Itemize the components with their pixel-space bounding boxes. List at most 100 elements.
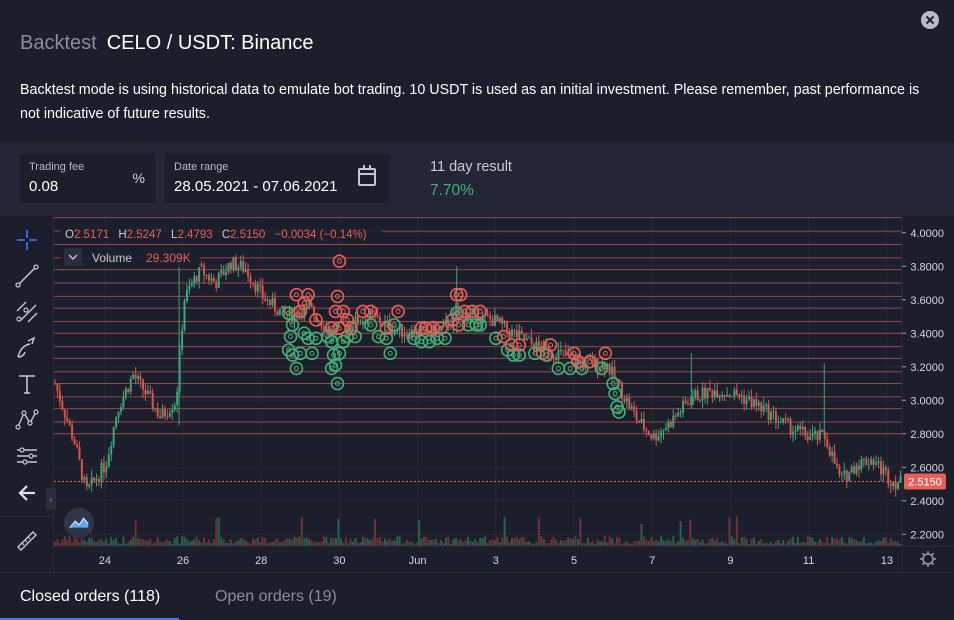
candle-body [735,389,738,395]
candle-body [674,415,677,417]
candle-body [129,378,132,392]
volume-bar [662,540,665,546]
back-arrow-icon[interactable] [12,478,42,508]
candle-body [569,352,572,357]
sell-order-dot [587,359,593,365]
date-range-field[interactable]: Date range 28.05.2021 - 07.06.2021 [165,154,390,203]
candle-body [237,267,240,271]
candle-body [212,278,215,282]
close-icon[interactable] [921,11,939,29]
last-price-tag [904,473,946,490]
volume-bar [288,538,291,546]
buy-order-marker [309,331,323,346]
volume-bar [584,543,587,546]
candle-body [650,435,653,439]
candle-body [200,264,203,266]
volume-bar [305,537,308,546]
volume-bar [831,536,834,546]
candle-body [63,409,66,418]
volume-bar [752,537,755,546]
price-chart[interactable]: 4.0000 3.8000 3.6000 3.4000 3.2000 3.0000 2.80… [54,216,954,572]
candle-body [141,379,144,390]
volume-collapse-button[interactable] [64,248,82,266]
candle-body [308,303,311,305]
pattern-icon[interactable] [12,405,42,435]
candle-body [809,436,812,441]
volume-bar [823,542,826,546]
candle-body [518,330,521,338]
volume-bar [88,537,91,546]
date-range-value[interactable]: 28.05.2021 - 07.06.2021 [174,178,338,195]
volume-bar [586,537,589,546]
candle-body [122,396,125,408]
volume-bar [298,536,301,546]
candle-body [833,451,836,464]
volume-bar [379,537,382,546]
candle-body [601,361,604,368]
volume-bar [234,541,237,546]
volume-bar [393,540,396,546]
candle-body [383,320,386,326]
volume-bar [229,539,232,546]
volume-bar [200,542,203,546]
candle-body [300,313,303,319]
sell-order-marker [496,329,511,344]
candle-body [354,316,357,328]
trading-fee-value[interactable]: 0.08 [29,178,59,195]
settings-gear-icon[interactable] [920,551,936,567]
prediction-icon[interactable] [12,441,42,471]
volume-bar [850,538,853,546]
candle-body [718,396,721,398]
candle-body [814,430,817,434]
volume-bar [784,543,787,546]
trading-fee-field[interactable]: Trading fee 0.08 % [20,154,155,203]
volume-bar [865,543,868,546]
volume-bar [486,542,489,546]
sell-order-marker [434,321,448,336]
candle-body [132,374,135,379]
volume-bar [339,537,342,546]
sell-order-marker [473,304,487,319]
trend-line-icon[interactable] [12,261,42,291]
volume-bar [853,539,856,546]
y-tick-label: 2.8000 [910,429,944,441]
volume-bar [97,540,100,546]
collapse-toolbar-button[interactable]: ‹ [46,488,56,510]
volume-bar [354,537,357,546]
buy-order-dot [383,335,389,341]
text-tool-icon[interactable] [12,369,42,399]
volume-bar [220,536,223,546]
volume-bar [66,540,69,546]
crosshair-icon[interactable] [12,225,42,255]
candle-body [242,261,245,272]
candle-body [733,389,736,397]
brush-icon[interactable] [12,333,42,363]
volume-bar [376,537,379,546]
x-tick-label: 11 [803,555,814,567]
tradingview-logo-icon[interactable] [64,508,94,538]
candle-body [770,411,773,420]
buy-order-dot [313,335,319,341]
volume-bar [479,537,482,546]
volume-bar [596,539,599,546]
candle-body [853,466,856,474]
candle-body [535,341,538,352]
candle-body [537,341,540,347]
volume-bar [667,539,670,546]
ohlc-low-value: 2.4793 [177,229,212,241]
buy-order-marker [612,405,626,419]
calendar-icon[interactable] [358,165,376,186]
volume-bar [652,541,655,546]
volume-bar [532,543,535,546]
y-tick-label: 3.4000 [910,328,944,340]
ruler-icon[interactable] [12,526,42,556]
fib-tool-icon[interactable] [12,297,42,327]
tab-closed-orders[interactable]: Closed orders (118) [0,573,179,620]
volume-bar [723,542,726,546]
candle-body [449,325,452,328]
volume-bar [239,538,242,546]
volume-bar [733,539,736,546]
volume-bar [635,541,638,546]
tab-open-orders[interactable]: Open orders (19) [215,588,337,605]
candle-body [811,433,814,437]
